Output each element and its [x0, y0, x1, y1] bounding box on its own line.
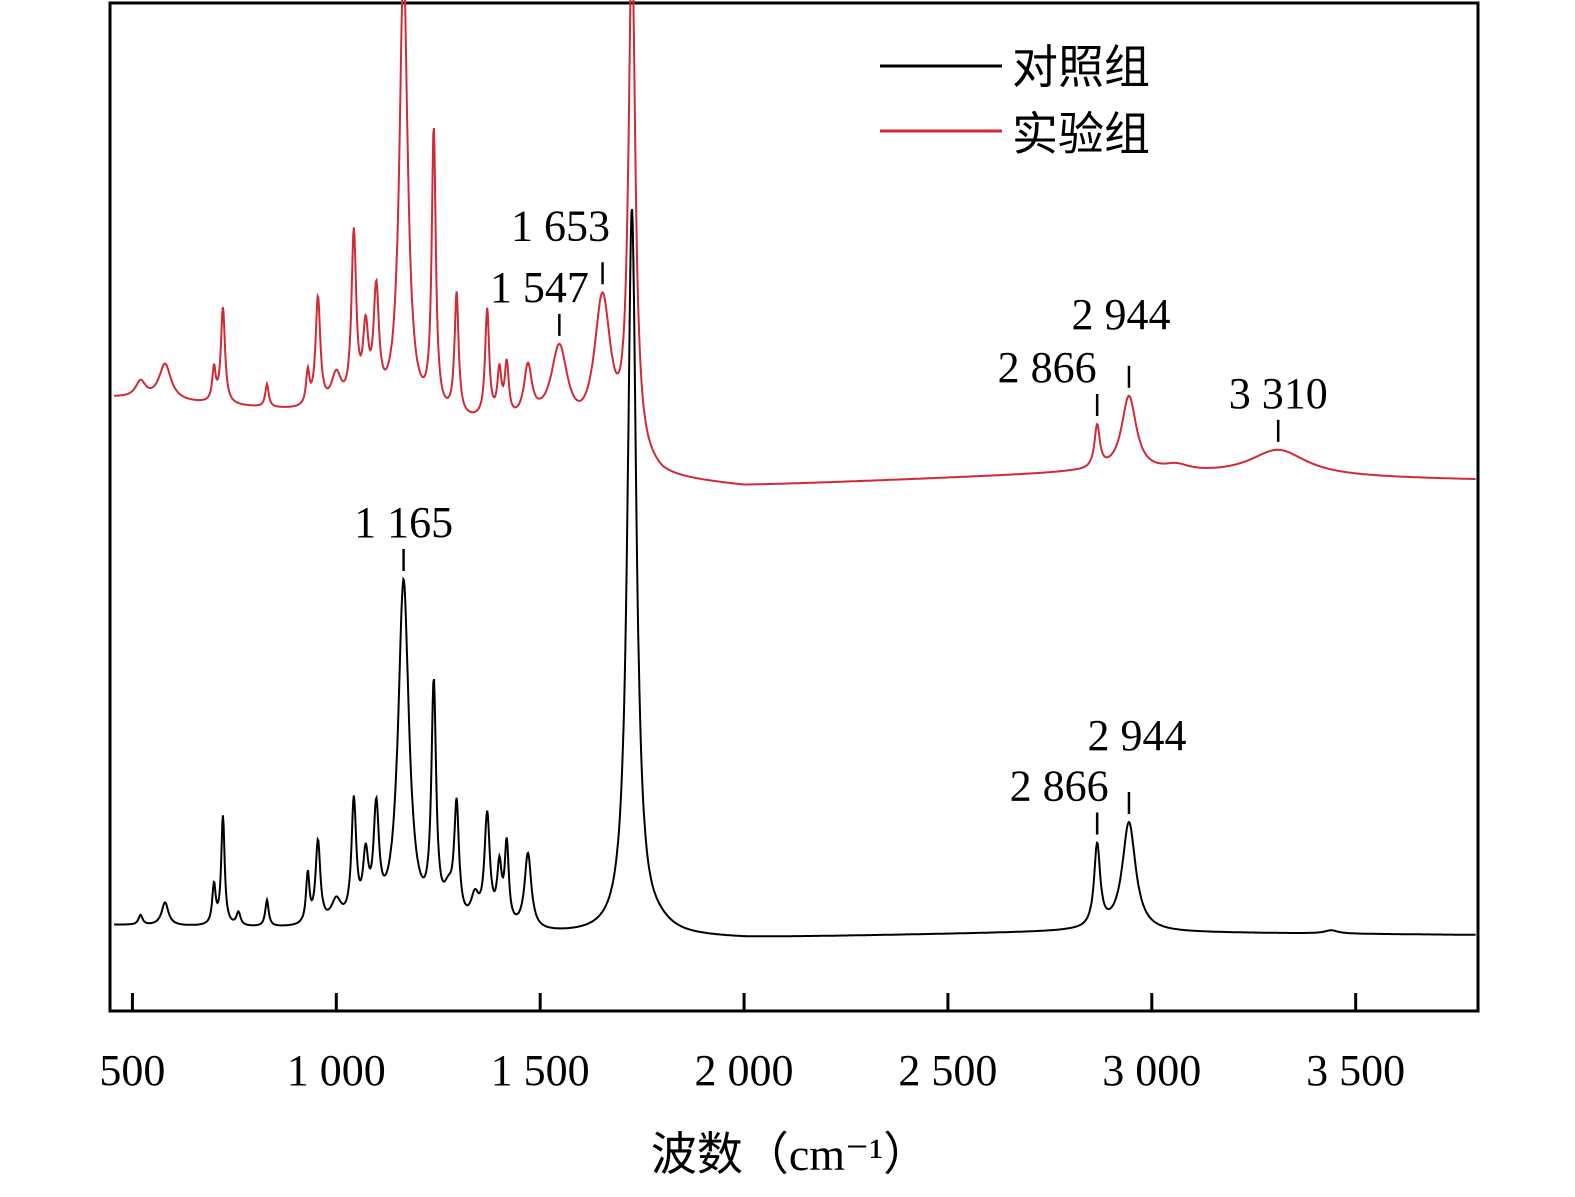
x-tick-label: 1 500 — [491, 1046, 590, 1095]
series-line-control — [114, 208, 1476, 938]
x-ticks — [130, 993, 1358, 1011]
peak-label: 3 310 — [1229, 369, 1328, 418]
legend: 对照组 实验组 — [880, 40, 1150, 161]
x-tick-label: 1 000 — [287, 1046, 386, 1095]
spectra-group — [114, 0, 1476, 938]
plot-frame — [108, 1, 1480, 1013]
x-tick-labels: 500 1 000 1 500 2 000 2 500 3 000 3 500 — [99, 1046, 1405, 1095]
peak-label: 1 653 — [511, 201, 610, 250]
series-line-experiment — [114, 0, 1476, 486]
x-tick-label: 500 — [99, 1046, 165, 1095]
x-tick-label: 2 000 — [695, 1046, 794, 1095]
peak-label: 1 165 — [354, 498, 453, 547]
peak-label: 2 944 — [1071, 290, 1170, 339]
x-tick-label: 3 500 — [1306, 1046, 1405, 1095]
legend-label-control: 对照组 — [1012, 40, 1150, 94]
legend-label-experiment: 实验组 — [1012, 107, 1150, 161]
x-axis-title: 波数（cm⁻¹） — [651, 1129, 929, 1180]
peak-label: 2 866 — [1010, 762, 1109, 811]
peak-label: 2 944 — [1087, 711, 1186, 760]
peak-label: 2 866 — [998, 343, 1097, 392]
x-tick-label: 2 500 — [898, 1046, 997, 1095]
x-tick-label: 3 000 — [1102, 1046, 1201, 1095]
peak-label: 1 547 — [490, 263, 589, 312]
